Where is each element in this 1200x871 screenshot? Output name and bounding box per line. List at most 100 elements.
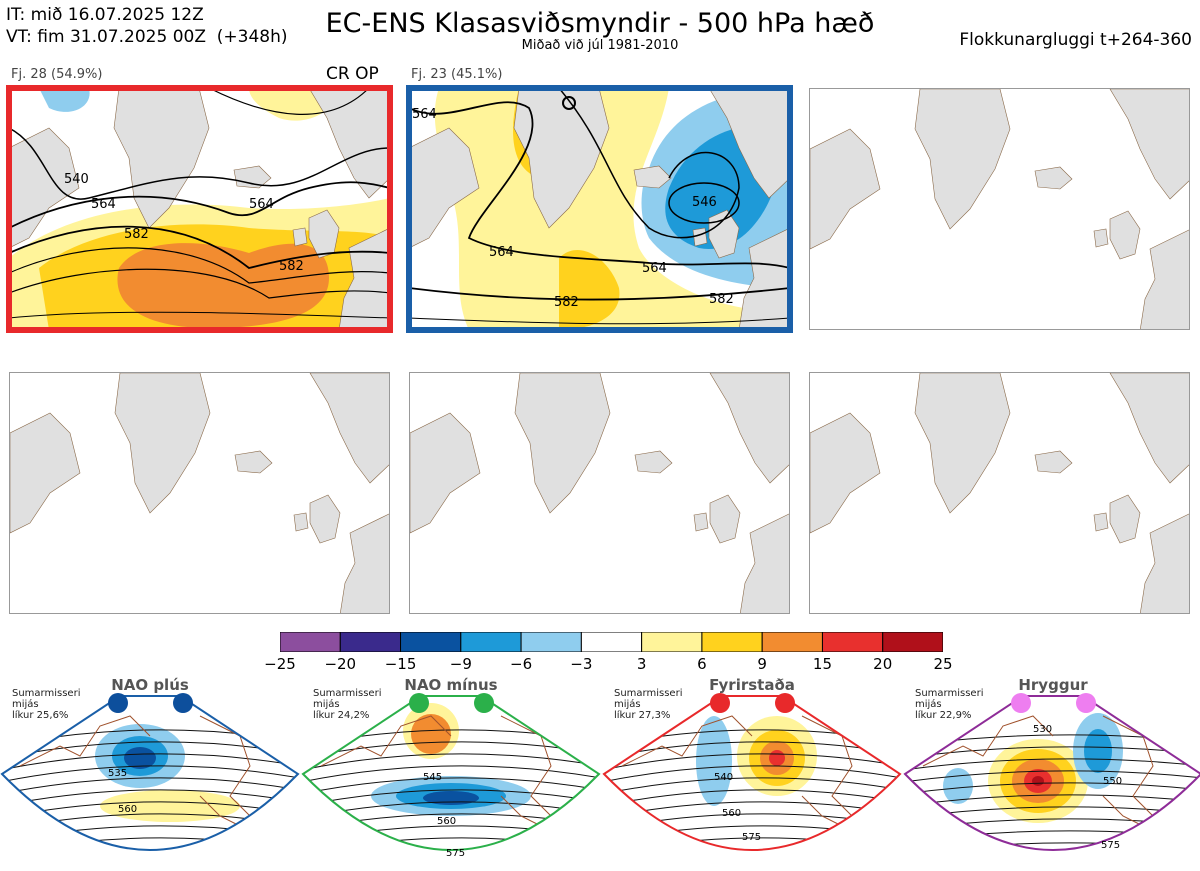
regime-border: [903, 695, 1200, 851]
regime-info-line: líkur 27,3%: [614, 710, 671, 721]
regime-dot: [1011, 693, 1031, 713]
cluster-1-contour-label: 564: [91, 197, 116, 212]
regime-info-line: líkur 22,9%: [915, 710, 972, 721]
colorbar-swatch: [882, 631, 944, 653]
colorbar-swatch: [761, 631, 823, 653]
regime-contour: [905, 758, 1200, 771]
regime-contour: [2, 789, 298, 807]
header-times: IT: mið 16.07.2025 12Z VT: fim 31.07.2025…: [6, 4, 288, 48]
cluster-1-contour-label: 564: [249, 197, 274, 212]
regime-contour: [303, 789, 599, 807]
cluster-2-contour-label: 564: [412, 107, 437, 122]
regime-info: Sumarmisseri mijás líkur 27,3%: [614, 688, 682, 721]
cluster-1-negative-3: [39, 88, 90, 112]
colorbar-tick-label: −25: [264, 655, 296, 673]
colorbar-swatch: [339, 631, 402, 653]
colorbar-swatches: [279, 631, 944, 653]
colorbar-tick-label: 25: [933, 655, 953, 673]
regime-dot: [474, 693, 494, 713]
regime-info-line: Sumarmisseri: [614, 688, 683, 699]
cluster-2-map[interactable]: 564 564 564 582 582 546: [406, 85, 793, 333]
regime-contour-label: 560: [437, 816, 456, 827]
regime-info: Sumarmisseri mijás líkur 24,2%: [313, 688, 381, 721]
regime-contour: [905, 770, 1200, 783]
colorbar-swatch: [400, 631, 462, 653]
cluster-2-contour-label: 582: [554, 295, 579, 310]
regime-info-line: mijás: [12, 699, 39, 710]
regime-info-line: Sumarmisseri: [915, 688, 984, 699]
cluster-2-contour-label: 582: [709, 292, 734, 307]
regime-dot: [108, 693, 128, 713]
regime-contour-label: 540: [714, 772, 733, 783]
colorbar-tick-label: −6: [510, 655, 533, 673]
cluster-2-label: Fj. 23 (45.1%): [411, 67, 503, 82]
regime-border: [0, 695, 300, 851]
colorbar-tick-label: 6: [697, 655, 707, 673]
regime-anomaly-blob: [696, 716, 732, 806]
regime-contour: [905, 794, 1200, 807]
regime-panel: 545 560 575 NAO mínus Sumarmisseri mijás líkur…: [301, 676, 601, 871]
regime-dot: [1076, 693, 1096, 713]
classification-window: Flokkunargluggi t+264-360: [959, 30, 1192, 50]
regime-contour-label: 575: [446, 848, 465, 859]
empty-map-5: [409, 372, 790, 614]
regime-contour: [604, 777, 900, 795]
colorbar-tick-label: −3: [570, 655, 593, 673]
regime-info-line: líkur 25,6%: [12, 710, 69, 721]
cluster-1-contours: [9, 88, 390, 319]
regime-dot: [409, 693, 429, 713]
regime-border: [301, 695, 601, 851]
regime-map: 535 560: [0, 693, 300, 851]
regime-panel: 530 550 575 Hryggur Sumarmisseri mijás líkur 2…: [903, 676, 1200, 871]
regime-map: 545 560 575: [301, 693, 601, 859]
regime-contour-label: 535: [108, 768, 127, 779]
regime-dot: [775, 693, 795, 713]
anomaly-colorbar: [279, 631, 944, 656]
regime-map: 530 550 575: [903, 693, 1200, 851]
regime-contour: [2, 753, 298, 771]
regime-anomaly-blob: [124, 747, 156, 769]
cluster-2-positive-6-south: [559, 249, 620, 330]
regime-title: Fyrirstaða: [709, 676, 795, 694]
cluster-2-contour-label: 564: [642, 261, 667, 276]
regime-dot: [710, 693, 730, 713]
regime-panel: 540 560 575 Fyrirstaða Sumarmisseri mijás líku…: [602, 676, 902, 871]
init-time: IT: mið 16.07.2025 12Z: [6, 5, 204, 25]
regime-anomaly-blob: [411, 714, 451, 754]
regime-contour-label: 575: [1101, 840, 1120, 851]
regime-contour: [2, 765, 298, 783]
colorbar-tick-label: 15: [812, 655, 832, 673]
regime-panel: 535 560 NAO plús Sumarmisseri mijás líkur 25,…: [0, 676, 300, 871]
regime-anomaly-blob: [1032, 776, 1044, 786]
cluster-1-map[interactable]: 540 564 564 582 582: [6, 85, 393, 333]
cluster-2-contours: [409, 88, 790, 325]
regime-contour: [303, 777, 599, 795]
regime-anomaly-blob: [769, 750, 785, 766]
regime-contour-label: 550: [1103, 776, 1122, 787]
colorbar-swatch: [460, 631, 522, 653]
cluster-1-positive-9: [117, 243, 329, 328]
colorbar-tick-label: 3: [636, 655, 647, 673]
colorbar-ticks: −25 −20 −15 −9 −6 −3 3 6 9 15 20 25: [264, 655, 952, 675]
regime-contour: [604, 753, 900, 771]
regime-title: Hryggur: [1018, 676, 1088, 694]
cluster-2-contour-label: 564: [489, 245, 514, 260]
regime-contour: [604, 765, 900, 783]
cluster-1-label: Fj. 28 (54.9%): [11, 67, 103, 82]
regime-contour-label: 560: [118, 804, 137, 815]
regime-info: Sumarmisseri mijás líkur 25,6%: [12, 688, 80, 721]
regime-info-line: Sumarmisseri: [313, 688, 382, 699]
colorbar-tick-label: 20: [873, 655, 893, 673]
regime-info-line: Sumarmisseri: [12, 688, 81, 699]
regime-dot: [173, 693, 193, 713]
regime-row: 535 560 NAO plús Sumarmisseri mijás líkur 25,…: [0, 676, 1200, 871]
regime-contour: [303, 765, 599, 783]
regime-contour: [303, 753, 599, 771]
colorbar-swatch: [821, 631, 884, 653]
regime-contour-label: 575: [742, 832, 761, 843]
colorbar-tick-label: −20: [324, 655, 357, 673]
regime-info-line: líkur 24,2%: [313, 710, 370, 721]
regime-map: 540 560 575: [602, 693, 902, 851]
colorbar-swatch: [279, 631, 341, 653]
colorbar-tick-label: 9: [757, 655, 767, 673]
